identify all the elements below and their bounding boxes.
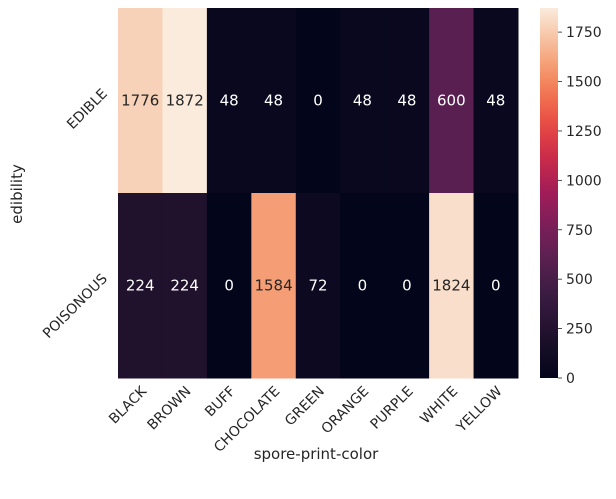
heatmap-cell [429, 8, 475, 194]
heatmap-cell [162, 8, 208, 194]
colorbar-tick-label: 0 [566, 371, 575, 387]
heatmap-cell [473, 8, 519, 194]
heatmap-cell [340, 8, 386, 194]
colorbar-tick-label: 1000 [566, 173, 602, 189]
x-tick-label: YELLOW [453, 383, 506, 436]
colorbar-tick-label: 1500 [566, 75, 602, 91]
heatmap-cell [384, 193, 430, 379]
heatmap-cell [384, 8, 430, 194]
heatmap-cell [118, 193, 163, 379]
heatmap-cell-value: 1776 [121, 92, 159, 110]
colorbar-tick-label: 1750 [566, 25, 602, 41]
heatmap-cell-value: 0 [402, 277, 412, 295]
heatmap-cell-value: 48 [220, 92, 239, 110]
heatmap-cell-value: 224 [170, 277, 199, 295]
heatmap-cell-value: 600 [437, 92, 466, 110]
x-tick-label: BLACK [106, 383, 150, 427]
heatmap-cell [473, 193, 519, 379]
heatmap-cell [295, 8, 341, 194]
heatmap-cell-value: 0 [491, 277, 501, 295]
heatmap-cell [206, 193, 252, 379]
y-tick-label: EDIBLE [64, 86, 111, 133]
x-tick-label: BROWN [145, 384, 195, 434]
heatmap-cell-value: 48 [397, 92, 416, 110]
heatmap-cell-value: 72 [308, 277, 327, 295]
x-tick-label: ORANGE [319, 384, 373, 438]
heatmap-cell [295, 193, 341, 379]
heatmap-cell [251, 8, 297, 194]
x-tick-label: WHITE [417, 384, 461, 428]
heatmap-cell-value: 1584 [254, 277, 292, 295]
x-tick-label: PURPLE [368, 384, 417, 433]
colorbar-tick-label: 500 [566, 272, 593, 288]
colorbar-tick-label: 750 [566, 223, 593, 239]
colorbar [540, 8, 558, 378]
heatmap-cell-value: 0 [358, 277, 368, 295]
heatmap-cell [162, 193, 208, 379]
heatmap-cell-labels: 1776 1872 48 48 0 48 48 600 48 224 224 0 1584 72 0 0 182… [121, 92, 505, 295]
heatmap-cell-value: 0 [224, 277, 234, 295]
y-tick-label: POISONOUS [40, 271, 111, 342]
heatmap-cell-value: 224 [126, 277, 155, 295]
y-axis-ticks: EDIBLE POISONOUS [40, 86, 111, 342]
x-axis-label: spore-print-color [254, 445, 379, 463]
heatmap-cell-value: 48 [264, 92, 283, 110]
x-tick-label: BUFF [202, 384, 239, 421]
heatmap-cell-value: 48 [486, 92, 505, 110]
colorbar-tick-label: 250 [566, 322, 593, 338]
heatmap-cell [251, 193, 297, 379]
heatmap-cell-value: 1872 [166, 92, 204, 110]
y-axis-label: edibility [8, 164, 26, 224]
heatmap-cell [206, 8, 252, 194]
heatmap-cell [118, 8, 163, 194]
heatmap-cell [340, 193, 386, 379]
heatmap-cell-value: 1824 [432, 277, 470, 295]
heatmap-cell-value: 0 [313, 92, 323, 110]
colorbar-ticks: 0 250 500 750 1000 1250 1500 1750 [558, 25, 602, 387]
heatmap-cell [429, 193, 475, 379]
heatmap-cells [118, 8, 519, 379]
heatmap-cell-value: 48 [353, 92, 372, 110]
colorbar-tick-label: 1250 [566, 124, 602, 140]
